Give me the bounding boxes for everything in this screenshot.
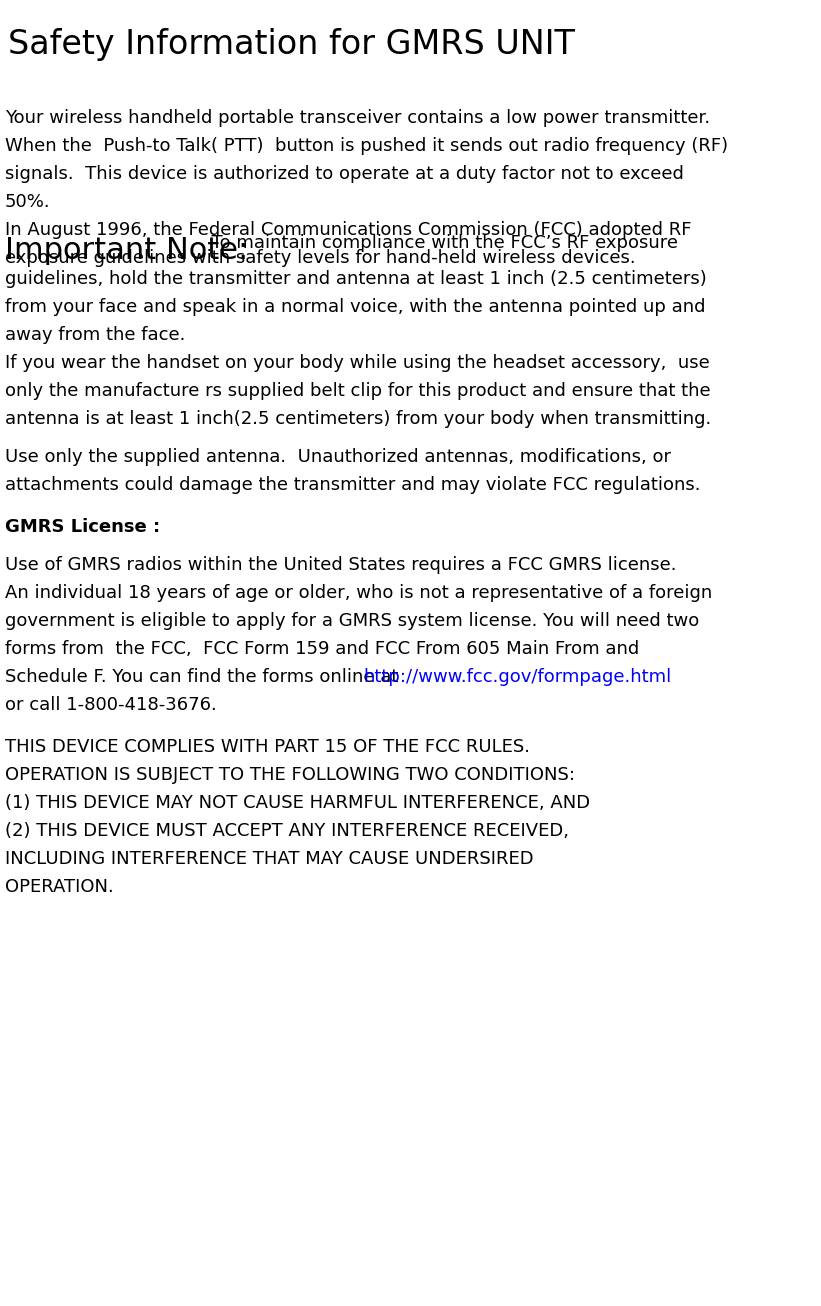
Text: (2) THIS DEVICE MUST ACCEPT ANY INTERFERENCE RECEIVED,: (2) THIS DEVICE MUST ACCEPT ANY INTERFER…: [5, 821, 569, 840]
Text: from your face and speak in a normal voice, with the antenna pointed up and: from your face and speak in a normal voi…: [5, 298, 705, 316]
Text: away from the face.: away from the face.: [5, 326, 186, 343]
Text: OPERATION.: OPERATION.: [5, 878, 114, 896]
Text: 50%.: 50%.: [5, 193, 51, 212]
Text: Use only the supplied antenna.  Unauthorized antennas, modifications, or: Use only the supplied antenna. Unauthori…: [5, 448, 671, 466]
Text: government is eligible to apply for a GMRS system license. You will need two: government is eligible to apply for a GM…: [5, 613, 699, 629]
Text: forms from  the FCC,  FCC Form 159 and FCC From 605 Main From and: forms from the FCC, FCC Form 159 and FCC…: [5, 640, 640, 658]
Text: Use of GMRS radios within the United States requires a FCC GMRS license.: Use of GMRS radios within the United Sta…: [5, 556, 677, 575]
Text: (1) THIS DEVICE MAY NOT CAUSE HARMFUL INTERFERENCE, AND: (1) THIS DEVICE MAY NOT CAUSE HARMFUL IN…: [5, 794, 590, 812]
Text: Important Note:: Important Note:: [5, 236, 248, 265]
Text: INCLUDING INTERFERENCE THAT MAY CAUSE UNDERSIRED: INCLUDING INTERFERENCE THAT MAY CAUSE UN…: [5, 850, 534, 868]
Text: Your wireless handheld portable transceiver contains a low power transmitter.: Your wireless handheld portable transcei…: [5, 108, 710, 127]
Text: In August 1996, the Federal Communications Commission (FCC) adopted RF: In August 1996, the Federal Communicatio…: [5, 221, 691, 239]
Text: exposure guidelines with safety levels for hand-held wireless devices.: exposure guidelines with safety levels f…: [5, 249, 635, 266]
Text: Safety Information for GMRS UNIT: Safety Information for GMRS UNIT: [8, 27, 575, 61]
Text: THIS DEVICE COMPLIES WITH PART 15 OF THE FCC RULES.: THIS DEVICE COMPLIES WITH PART 15 OF THE…: [5, 738, 530, 756]
Text: An individual 18 years of age or older, who is not a representative of a foreign: An individual 18 years of age or older, …: [5, 584, 713, 602]
Text: attachments could damage the transmitter and may violate FCC regulations.: attachments could damage the transmitter…: [5, 475, 700, 494]
Text: When the  Push-to Talk( PTT)  button is pushed it sends out radio frequency (RF): When the Push-to Talk( PTT) button is pu…: [5, 137, 728, 155]
Text: or call 1-800-418-3676.: or call 1-800-418-3676.: [5, 696, 217, 714]
Text: Schedule F. You can find the forms online at: Schedule F. You can find the forms onlin…: [5, 667, 404, 686]
Text: If you wear the handset on your body while using the headset accessory,  use: If you wear the handset on your body whi…: [5, 354, 709, 372]
Text: GMRS License :: GMRS License :: [5, 518, 160, 535]
Text: OPERATION IS SUBJECT TO THE FOLLOWING TWO CONDITIONS:: OPERATION IS SUBJECT TO THE FOLLOWING TW…: [5, 767, 575, 784]
Text: guidelines, hold the transmitter and antenna at least 1 inch (2.5 centimeters): guidelines, hold the transmitter and ant…: [5, 270, 707, 289]
Text: signals.  This device is authorized to operate at a duty factor not to exceed: signals. This device is authorized to op…: [5, 165, 684, 183]
Text: http://www.fcc.gov/formpage.html: http://www.fcc.gov/formpage.html: [363, 667, 672, 686]
Text: To maintain compliance with the FCC’s RF exposure: To maintain compliance with the FCC’s RF…: [200, 234, 678, 252]
Text: only the manufacture rs supplied belt clip for this product and ensure that the: only the manufacture rs supplied belt cl…: [5, 381, 711, 400]
Text: antenna is at least 1 inch(2.5 centimeters) from your body when transmitting.: antenna is at least 1 inch(2.5 centimete…: [5, 410, 711, 428]
